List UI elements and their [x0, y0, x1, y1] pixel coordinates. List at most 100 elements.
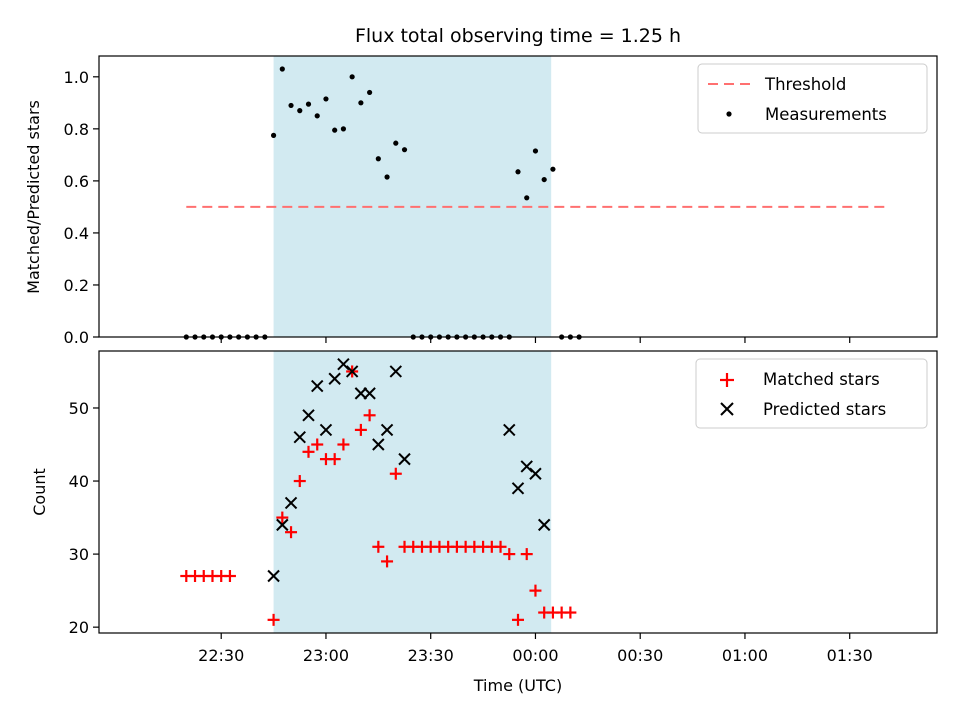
y-tick-label: 1.0 [64, 68, 89, 87]
predicted-star-point [302, 409, 315, 422]
predicted-star-point [319, 423, 333, 437]
matched-star-point [354, 423, 367, 436]
measurement-point [349, 74, 355, 80]
legend-matched-swatch [720, 373, 734, 387]
bottom-plot-frame [98, 350, 938, 634]
measurement-point [515, 169, 521, 175]
predicted-star-point [529, 467, 542, 480]
legend-matched-label: Matched stars [763, 370, 880, 389]
x-tick-label: 23:30 [408, 646, 454, 665]
predicted-star-point [293, 431, 306, 444]
matched-star-point [293, 475, 306, 488]
matched-star-point [285, 526, 298, 539]
bottom-x-ticks: 22:30 23:00 23:30 00:00 00:30 01:00 01:30 [198, 633, 873, 665]
measurement-point [288, 102, 294, 109]
top-panel: 0.0 0.2 0.4 0.6 0.8 1.0 Matched/Predicted sta… [24, 55, 938, 347]
measurement-point [297, 108, 303, 114]
y-tick-label: 50 [69, 399, 89, 418]
matched-star-point [311, 438, 324, 451]
predicted-star-point [372, 438, 385, 451]
x-tick-label: 01:00 [722, 646, 768, 665]
x-tick-label: 23:00 [303, 646, 349, 665]
matched-star-points [180, 365, 577, 626]
x-tick-label: 01:30 [827, 646, 873, 665]
matched-star-point [520, 548, 533, 561]
bottom-y-ticks: 20 30 40 50 [69, 399, 99, 637]
predicted-star-point [503, 423, 516, 437]
measurement-point [384, 174, 390, 180]
measurement-point [367, 89, 373, 96]
predicted-star-point [328, 372, 341, 385]
measurement-point [305, 101, 312, 107]
matched-star-point [302, 445, 315, 458]
bottom-legend-box [695, 358, 928, 429]
measurement-point [323, 96, 329, 102]
measurement-point [279, 66, 285, 72]
y-tick-label: 0.6 [64, 172, 89, 191]
top-x-ticks [220, 337, 851, 343]
predicted-star-point [284, 496, 298, 510]
matched-star-point [564, 606, 577, 619]
y-tick-label: 0.2 [64, 276, 89, 295]
matched-star-point [223, 570, 236, 583]
predicted-star-point [276, 518, 289, 532]
predicted-star-point [345, 365, 359, 378]
x-axis-label: Time (UTC) [473, 676, 562, 695]
top-legend-box [697, 63, 928, 134]
predicted-star-point [389, 365, 402, 378]
x-tick-label: 00:00 [512, 646, 558, 665]
bottom-panel: 20 30 40 50 22:30 23:00 23:30 00:00 00:30 01:00 0… [30, 350, 938, 695]
measurement-point [332, 127, 338, 133]
matched-star-point [363, 409, 376, 422]
top-y-ticks: 0.0 0.2 0.4 0.6 0.8 1.0 [64, 68, 99, 347]
measurement-point [401, 147, 408, 153]
measurement-point [270, 132, 277, 138]
matched-star-point [512, 613, 524, 626]
bottom-observing-window [273, 351, 552, 633]
matched-star-point [494, 540, 507, 553]
predicted-star-point [398, 452, 411, 466]
x-tick-label: 00:30 [617, 646, 663, 665]
predicted-star-point [363, 387, 376, 400]
predicted-star-point [520, 460, 533, 473]
bottom-legend: Matched stars Predicted stars [695, 358, 928, 429]
top-observing-window [273, 56, 552, 337]
y-tick-label: 0.0 [64, 328, 89, 347]
matched-star-point [328, 453, 341, 466]
y-tick-label: 0.8 [64, 120, 89, 139]
measurement-point [393, 140, 399, 146]
predicted-star-point [311, 379, 324, 393]
measurement-point [550, 166, 556, 172]
matched-star-point [337, 438, 350, 451]
measurement-point [358, 100, 364, 106]
y-tick-label: 20 [69, 618, 89, 637]
matched-star-point [529, 584, 542, 597]
x-tick-label: 22:30 [198, 646, 244, 665]
y-tick-label: 0.4 [64, 224, 89, 243]
top-legend: Threshold Measurements [697, 63, 928, 134]
legend-measurements-swatch [726, 111, 732, 117]
predicted-star-point [511, 482, 525, 495]
measurement-point [524, 195, 530, 201]
chart-title: Flux total observing time = 1.25 h [355, 25, 681, 47]
legend-predicted-swatch [720, 402, 734, 416]
measurement-point [375, 156, 381, 162]
bottom-y-axis-label: Count [30, 468, 49, 516]
predicted-star-point [380, 423, 394, 437]
predicted-star-point [337, 357, 350, 371]
matched-star-point [372, 540, 385, 553]
y-tick-label: 30 [69, 545, 89, 564]
measurement-point [541, 176, 547, 183]
top-y-axis-label: Matched/Predicted stars [24, 100, 43, 294]
legend-predicted-label: Predicted stars [763, 400, 886, 419]
predicted-star-point [537, 518, 551, 532]
matched-star-point [503, 548, 516, 561]
matched-star-point [381, 555, 394, 568]
y-tick-label: 40 [69, 472, 89, 491]
legend-threshold-label: Threshold [764, 75, 846, 94]
measurement-point [340, 126, 347, 132]
matched-star-point [276, 511, 289, 524]
matched-star-point [267, 613, 280, 626]
measurement-point [532, 148, 539, 154]
